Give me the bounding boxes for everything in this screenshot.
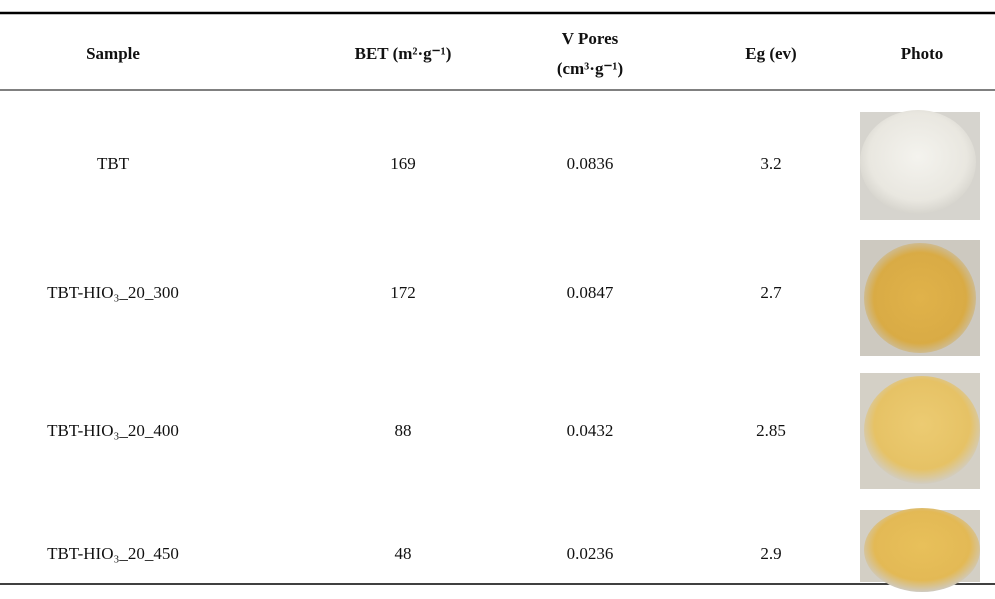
cell: 2.7	[760, 283, 782, 302]
photo	[860, 240, 980, 356]
cell: 0.0836	[567, 154, 614, 173]
header-cell: Photo	[901, 44, 944, 63]
cell: 48	[395, 544, 412, 563]
header-cell: V Pores	[562, 29, 619, 48]
cell: 0.0847	[567, 283, 614, 302]
header-cell: Sample	[86, 44, 140, 63]
cell: 0.0432	[567, 421, 614, 440]
header-cell: BET (m²·g⁻¹)	[355, 44, 452, 63]
cell: 2.9	[760, 544, 781, 563]
cell: 172	[390, 283, 416, 302]
cell: 169	[390, 154, 416, 173]
cell: TBT	[97, 154, 130, 173]
cell: 0.0236	[567, 544, 614, 563]
cell: 2.85	[756, 421, 786, 440]
header-cell: Eg (ev)	[745, 44, 796, 63]
photo	[860, 373, 980, 489]
cell: 3.2	[760, 154, 781, 173]
cell: TBT-HIO₃_20_300	[47, 283, 179, 302]
cell: TBT-HIO₃_20_450	[47, 544, 179, 563]
cell: 88	[395, 421, 412, 440]
header-cell: (cm³·g⁻¹)	[557, 59, 623, 78]
photo	[860, 110, 980, 220]
photo	[860, 508, 980, 592]
cell: TBT-HIO₃_20_400	[47, 421, 179, 440]
